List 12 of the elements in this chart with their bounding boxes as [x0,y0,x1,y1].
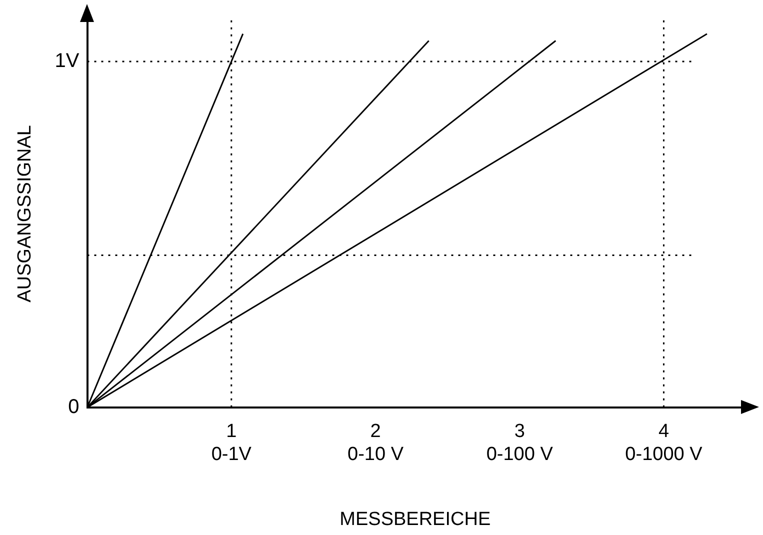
text: 0-100 V [486,444,554,466]
y-tick-label: 1V [54,50,80,72]
y-tick-label: 0 [68,396,80,418]
text: 0-10 V [348,444,404,466]
text: 0-1V [211,444,252,466]
text: 0-1000 V [625,444,703,466]
x-tick-label: 2 [370,421,381,442]
x-tick-label: 4 [658,421,670,442]
y-axis-title: AUSGANGSSIGNAL [14,125,36,302]
x-tick-label: 1 [226,421,237,442]
x-tick-label: 3 [514,421,525,442]
x-axis-title: MESSBEREICHE [340,508,491,530]
